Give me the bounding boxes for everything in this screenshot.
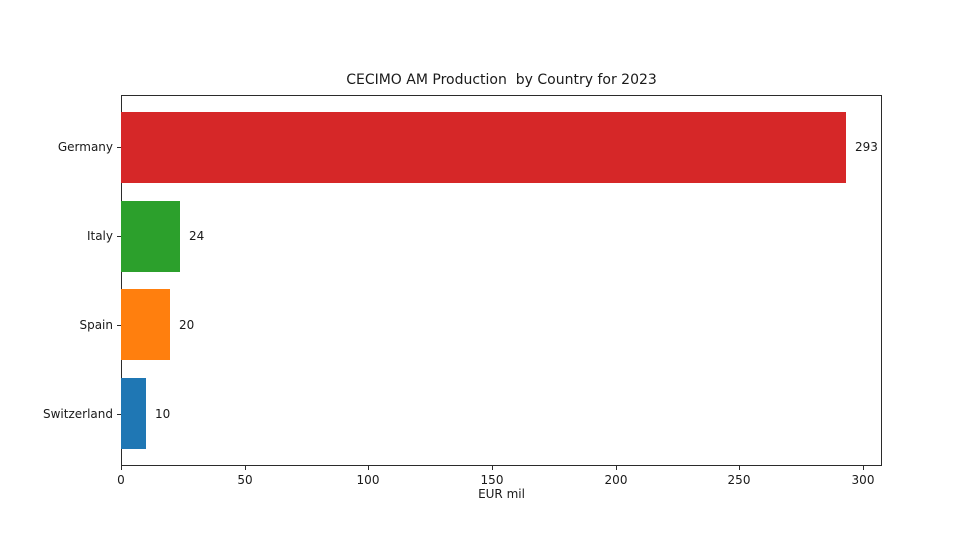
y-tick-mark	[117, 236, 121, 237]
x-tick-label: 0	[117, 473, 125, 487]
x-tick-mark	[616, 466, 617, 470]
x-tick-label: 200	[604, 473, 628, 487]
bar-spain	[121, 289, 170, 360]
x-axis-label: EUR mil	[478, 487, 525, 501]
x-tick-label: 250	[727, 473, 751, 487]
bar-value-label: 293	[855, 140, 878, 154]
x-tick-mark	[739, 466, 740, 470]
bar-value-label: 10	[155, 407, 171, 421]
x-tick-mark	[121, 466, 122, 470]
x-tick-label: 300	[851, 473, 875, 487]
y-tick-label-germany: Germany	[57, 140, 113, 154]
y-tick-mark	[117, 414, 121, 415]
bar-germany	[121, 112, 846, 183]
x-tick-mark	[863, 466, 864, 470]
bar-value-label: 24	[189, 229, 205, 243]
y-tick-mark	[117, 147, 121, 148]
chart-title: CECIMO AM Production by Country for 2023	[346, 72, 657, 88]
bar-switzerland	[121, 378, 146, 449]
y-tick-label-switzerland: Switzerland	[43, 407, 113, 421]
x-tick-mark	[492, 466, 493, 470]
x-tick-mark	[368, 466, 369, 470]
y-tick-mark	[117, 325, 121, 326]
x-tick-label: 50	[237, 473, 253, 487]
x-tick-mark	[245, 466, 246, 470]
y-tick-label-spain: Spain	[79, 318, 113, 332]
bar-italy	[121, 201, 180, 272]
bar-value-label: 20	[179, 318, 195, 332]
x-tick-label: 100	[356, 473, 380, 487]
y-tick-label-italy: Italy	[86, 229, 113, 243]
x-tick-label: 150	[480, 473, 504, 487]
